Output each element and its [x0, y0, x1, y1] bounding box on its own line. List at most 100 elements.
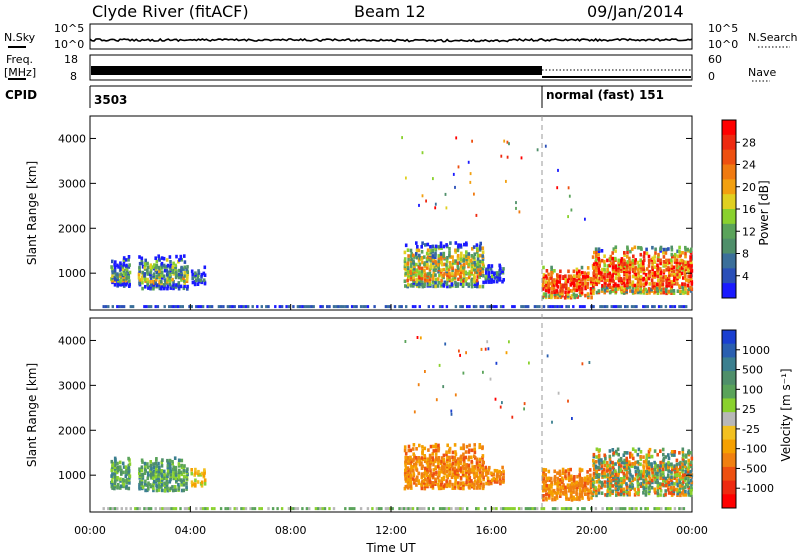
- range-gate-cell: [584, 293, 587, 298]
- range-gate-cell: [683, 464, 687, 469]
- range-gate-cell: [410, 467, 413, 471]
- y-tick-label: 1000: [58, 267, 86, 280]
- range-gate-cell: [650, 468, 654, 472]
- range-gate-cell: [174, 275, 178, 280]
- range-gate-cell: [670, 470, 673, 474]
- range-gate-cell: [672, 485, 676, 490]
- range-gate-cell: [141, 265, 145, 269]
- range-gate-cell: [188, 305, 191, 309]
- range-gate-cell: [490, 478, 494, 482]
- range-gate-cell: [576, 485, 579, 489]
- nsky-strip-frame: [89, 23, 693, 50]
- range-gate-cell: [203, 265, 207, 270]
- range-gate-cell: [671, 254, 674, 259]
- range-gate-cell: [564, 471, 567, 476]
- range-gate-cell: [556, 476, 559, 481]
- range-gate-cell: [493, 305, 496, 309]
- range-gate-cell: [615, 451, 618, 456]
- range-gate-cell: [484, 465, 488, 470]
- range-gate-cell: [603, 267, 606, 272]
- range-gate-cell: [659, 449, 662, 453]
- range-gate-cell: [446, 463, 449, 467]
- range-gate-cell: [146, 261, 149, 266]
- range-gate-cell: [608, 263, 611, 268]
- range-gate-cell: [138, 485, 141, 490]
- range-gate-cell: [488, 305, 491, 309]
- range-gate-cell: [487, 276, 490, 280]
- range-gate-cell: [653, 281, 656, 286]
- range-gate-cell: [156, 305, 160, 309]
- range-gate-cell: [231, 305, 234, 309]
- range-gate-cell: [499, 305, 503, 309]
- range-gate-cell: [667, 258, 671, 263]
- range-gate-cell: [580, 482, 584, 486]
- range-gate-cell: [569, 507, 573, 511]
- range-gate-cell: [614, 471, 617, 475]
- range-gate-cell: [143, 265, 146, 270]
- range-gate-cell: [464, 278, 467, 283]
- range-gate-cell: [620, 257, 624, 261]
- range-gate-cell: [550, 480, 553, 485]
- range-gate-cell: [384, 507, 388, 511]
- range-gate-cell: [662, 462, 666, 466]
- range-gate-cell: [416, 336, 419, 339]
- range-gate-cell: [614, 249, 617, 253]
- range-gate-cell: [247, 305, 250, 309]
- range-gate-cell: [421, 256, 424, 260]
- range-gate-cell: [603, 453, 606, 458]
- range-gate-cell: [656, 472, 659, 477]
- range-gate-cell: [623, 269, 626, 273]
- range-gate-cell: [412, 477, 415, 481]
- range-gate-cell: [645, 462, 648, 467]
- range-gate-cell: [443, 262, 446, 267]
- range-gate-cell: [590, 496, 593, 500]
- range-gate-cell: [644, 486, 648, 490]
- range-gate-cell: [172, 261, 175, 266]
- range-gate-cell: [423, 486, 427, 491]
- range-gate-cell: [540, 507, 543, 511]
- range-gate-cell: [495, 507, 498, 511]
- range-gate-cell: [662, 262, 666, 266]
- range-gate-cell: [659, 460, 662, 465]
- range-gate-cell: [556, 295, 560, 300]
- range-gate-cell: [404, 459, 407, 464]
- range-gate-cell: [235, 507, 239, 511]
- range-gate-cell: [609, 289, 613, 294]
- range-gate-cell: [670, 258, 673, 263]
- range-gate-cell: [630, 482, 634, 486]
- range-gate-cell: [138, 278, 142, 282]
- range-gate-cell: [403, 257, 407, 261]
- range-gate-cell: [434, 452, 438, 456]
- range-gate-cell: [143, 507, 146, 511]
- range-gate-cell: [568, 194, 571, 198]
- range-gate-cell: [463, 242, 466, 247]
- range-gate-cell: [406, 261, 410, 265]
- range-gate-cell: [183, 254, 186, 258]
- range-gate-cell: [202, 278, 206, 282]
- range-gate-cell: [154, 281, 157, 286]
- range-gate-cell: [459, 486, 462, 491]
- range-gate-cell: [150, 283, 153, 287]
- range-gate-cell: [238, 305, 241, 309]
- range-gate-cell: [665, 284, 668, 288]
- range-gate-cell: [612, 467, 616, 472]
- range-gate-cell: [634, 274, 637, 279]
- range-gate-cell: [617, 484, 620, 488]
- range-gate-cell: [454, 393, 457, 397]
- range-gate-cell: [147, 265, 150, 270]
- range-gate-cell: [163, 283, 166, 287]
- range-gate-cell: [172, 507, 175, 511]
- range-gate-cell: [592, 291, 595, 296]
- range-gate-cell: [653, 477, 657, 481]
- range-gate-cell: [127, 469, 131, 473]
- range-gate-cell: [531, 507, 534, 511]
- range-gate-cell: [434, 202, 437, 206]
- range-gate-cell: [687, 493, 691, 497]
- range-gate-cell: [486, 305, 489, 309]
- range-gate-cell: [409, 277, 413, 282]
- range-gate-cell: [575, 267, 579, 272]
- range-gate-cell: [185, 476, 188, 481]
- range-gate-cell: [598, 264, 601, 268]
- range-gate-cell: [155, 259, 159, 264]
- range-gate-cell: [490, 277, 494, 282]
